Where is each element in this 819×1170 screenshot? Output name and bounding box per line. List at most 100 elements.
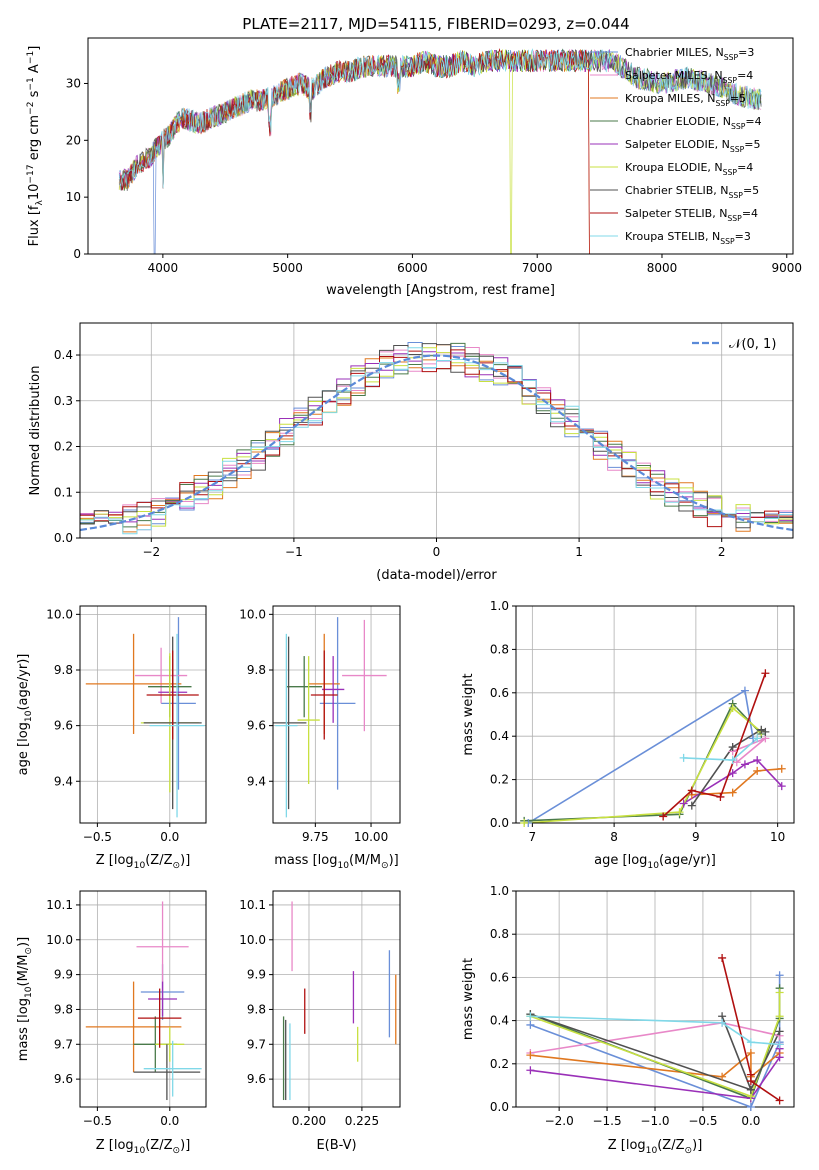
weight-marker [740, 760, 749, 769]
y-tick-label: 0.2 [490, 773, 509, 787]
x-axis-label: (data-model)/error [376, 568, 497, 583]
x-tick-label: −2.0 [545, 1114, 574, 1128]
weight-line-7 [691, 728, 766, 807]
y-axis-label: Normed distribution [28, 366, 43, 496]
weight-marker [728, 703, 737, 712]
legend-entry: 𝒩(0, 1) [729, 337, 776, 352]
weight-marker [526, 1012, 535, 1021]
x-axis-label: age [log10(age/yr)] [594, 853, 716, 871]
axes-frame [79, 890, 207, 1108]
y-tick-label: 0.2 [54, 440, 73, 454]
y-tick-label: 9.6 [54, 1072, 73, 1086]
x-tick-label: 9 [692, 830, 700, 844]
weight-marker [746, 1049, 755, 1057]
weight-marker [716, 792, 725, 801]
x-tick-label: −1 [285, 545, 303, 559]
y-tick-label: 10.1 [239, 898, 266, 912]
legend-entry: Salpeter STELIB, NSSP=4 [625, 207, 758, 223]
weight-line-6 [524, 706, 762, 823]
weight-marker [526, 1020, 535, 1029]
axes-frame [272, 890, 401, 1108]
x-tick-label: 0.225 [345, 1114, 379, 1128]
y-tick-label: 9.4 [54, 774, 73, 788]
x-tick-label: −2 [142, 545, 160, 559]
histogram-step-7 [80, 343, 793, 529]
y-tick-label: 0.1 [54, 485, 73, 499]
legend-entry: Salpeter ELODIE, NSSP=5 [625, 138, 761, 154]
y-tick-label: 0.2 [490, 1057, 509, 1071]
plot-area [85, 617, 205, 818]
y-axis-label: mass weight [461, 958, 476, 1040]
y-tick-label: 9.8 [247, 663, 266, 677]
weight-line-6 [530, 992, 781, 1098]
legend-entry: Kroupa MILES, NSSP=5 [625, 92, 746, 108]
y-tick-label: 0.8 [490, 642, 509, 656]
legend-entry: Kroupa ELODIE, NSSP=4 [625, 161, 753, 177]
y-tick-label: 10.0 [239, 933, 266, 947]
y-tick-label: 9.8 [54, 663, 73, 677]
panel-age_vs_mass: 9.75 10.00 9.4 9.6 9.8 10.0 mass [log10(M/M⊙)] [239, 605, 401, 871]
weight-marker [740, 686, 749, 695]
axes-frame [79, 605, 207, 824]
legend-entry: Chabrier ELODIE, NSSP=4 [625, 115, 762, 131]
y-tick-label: 10.0 [46, 933, 73, 947]
y-axis-label: mass [log10(M/M⊙)] [16, 937, 34, 1061]
normal-reference-curve [80, 354, 793, 532]
weight-marker [718, 1018, 727, 1027]
weight-marker [775, 1012, 784, 1021]
x-tick-label: 6000 [397, 261, 428, 275]
weight-marker [775, 971, 784, 980]
weight-marker [777, 782, 786, 791]
plot-area [118, 48, 762, 254]
weight-marker [746, 1103, 755, 1111]
weight-marker [753, 766, 762, 775]
weight-line-9 [530, 1015, 780, 1046]
x-tick-label: 7 [529, 830, 537, 844]
x-tick-label: −0.5 [688, 1114, 717, 1128]
y-tick-label: 0.0 [490, 1100, 509, 1114]
legend-entry: Salpeter MILES, NSSP=4 [625, 69, 753, 85]
histogram-step-6 [80, 347, 793, 527]
x-axis-label: E(B-V) [316, 1138, 356, 1153]
legend: Chabrier MILES, NSSP=3 Salpeter MILES, NS… [590, 46, 762, 246]
x-tick-label: 0.0 [741, 1114, 760, 1128]
legend-entry: Chabrier MILES, NSSP=3 [625, 46, 754, 62]
y-tick-label: 0.3 [54, 394, 73, 408]
x-tick-label: 5000 [272, 261, 303, 275]
y-tick-label: 0.6 [490, 686, 509, 700]
weight-marker [526, 1051, 535, 1060]
axes-frame [87, 37, 794, 255]
histogram-step-8 [80, 349, 793, 528]
x-axis-label: Z [log10(Z/Z⊙)] [96, 853, 191, 871]
y-tick-label: 9.6 [54, 719, 73, 733]
x-axis-label: mass [log10(M/M⊙)] [274, 853, 398, 871]
y-tick-label: 10.0 [239, 607, 266, 621]
weight-marker [753, 734, 762, 743]
x-tick-label: −1.5 [592, 1114, 621, 1128]
weight-marker [753, 756, 762, 765]
x-axis-label: Z [log10(Z/Z⊙)] [608, 1138, 703, 1156]
weight-marker [679, 799, 688, 808]
x-axis-label: Z [log10(Z/Z⊙)] [96, 1138, 191, 1156]
x-tick-label: −1.0 [640, 1114, 669, 1128]
weight-marker [775, 1027, 784, 1036]
y-tick-label: 9.9 [247, 968, 266, 982]
y-tick-label: 0.8 [490, 927, 509, 941]
weight-marker [746, 1077, 755, 1086]
y-axis-label: mass weight [461, 673, 476, 755]
y-tick-label: 0.4 [490, 1014, 509, 1028]
weight-marker [746, 1085, 755, 1094]
x-tick-label: 1 [575, 545, 583, 559]
weight-marker [728, 769, 737, 778]
y-tick-label: 9.4 [247, 774, 266, 788]
figure-title: PLATE=2117, MJD=54115, FIBERID=0293, z=0… [242, 15, 629, 33]
x-tick-label: 0.0 [160, 1114, 179, 1128]
y-tick-label: 9.7 [247, 1037, 266, 1051]
weight-marker [675, 808, 684, 817]
x-tick-label: 9000 [771, 261, 802, 275]
y-tick-label: 10.1 [46, 898, 73, 912]
weight-marker [728, 788, 737, 797]
x-tick-label: 10.00 [354, 830, 388, 844]
x-tick-label: −0.5 [83, 1114, 112, 1128]
